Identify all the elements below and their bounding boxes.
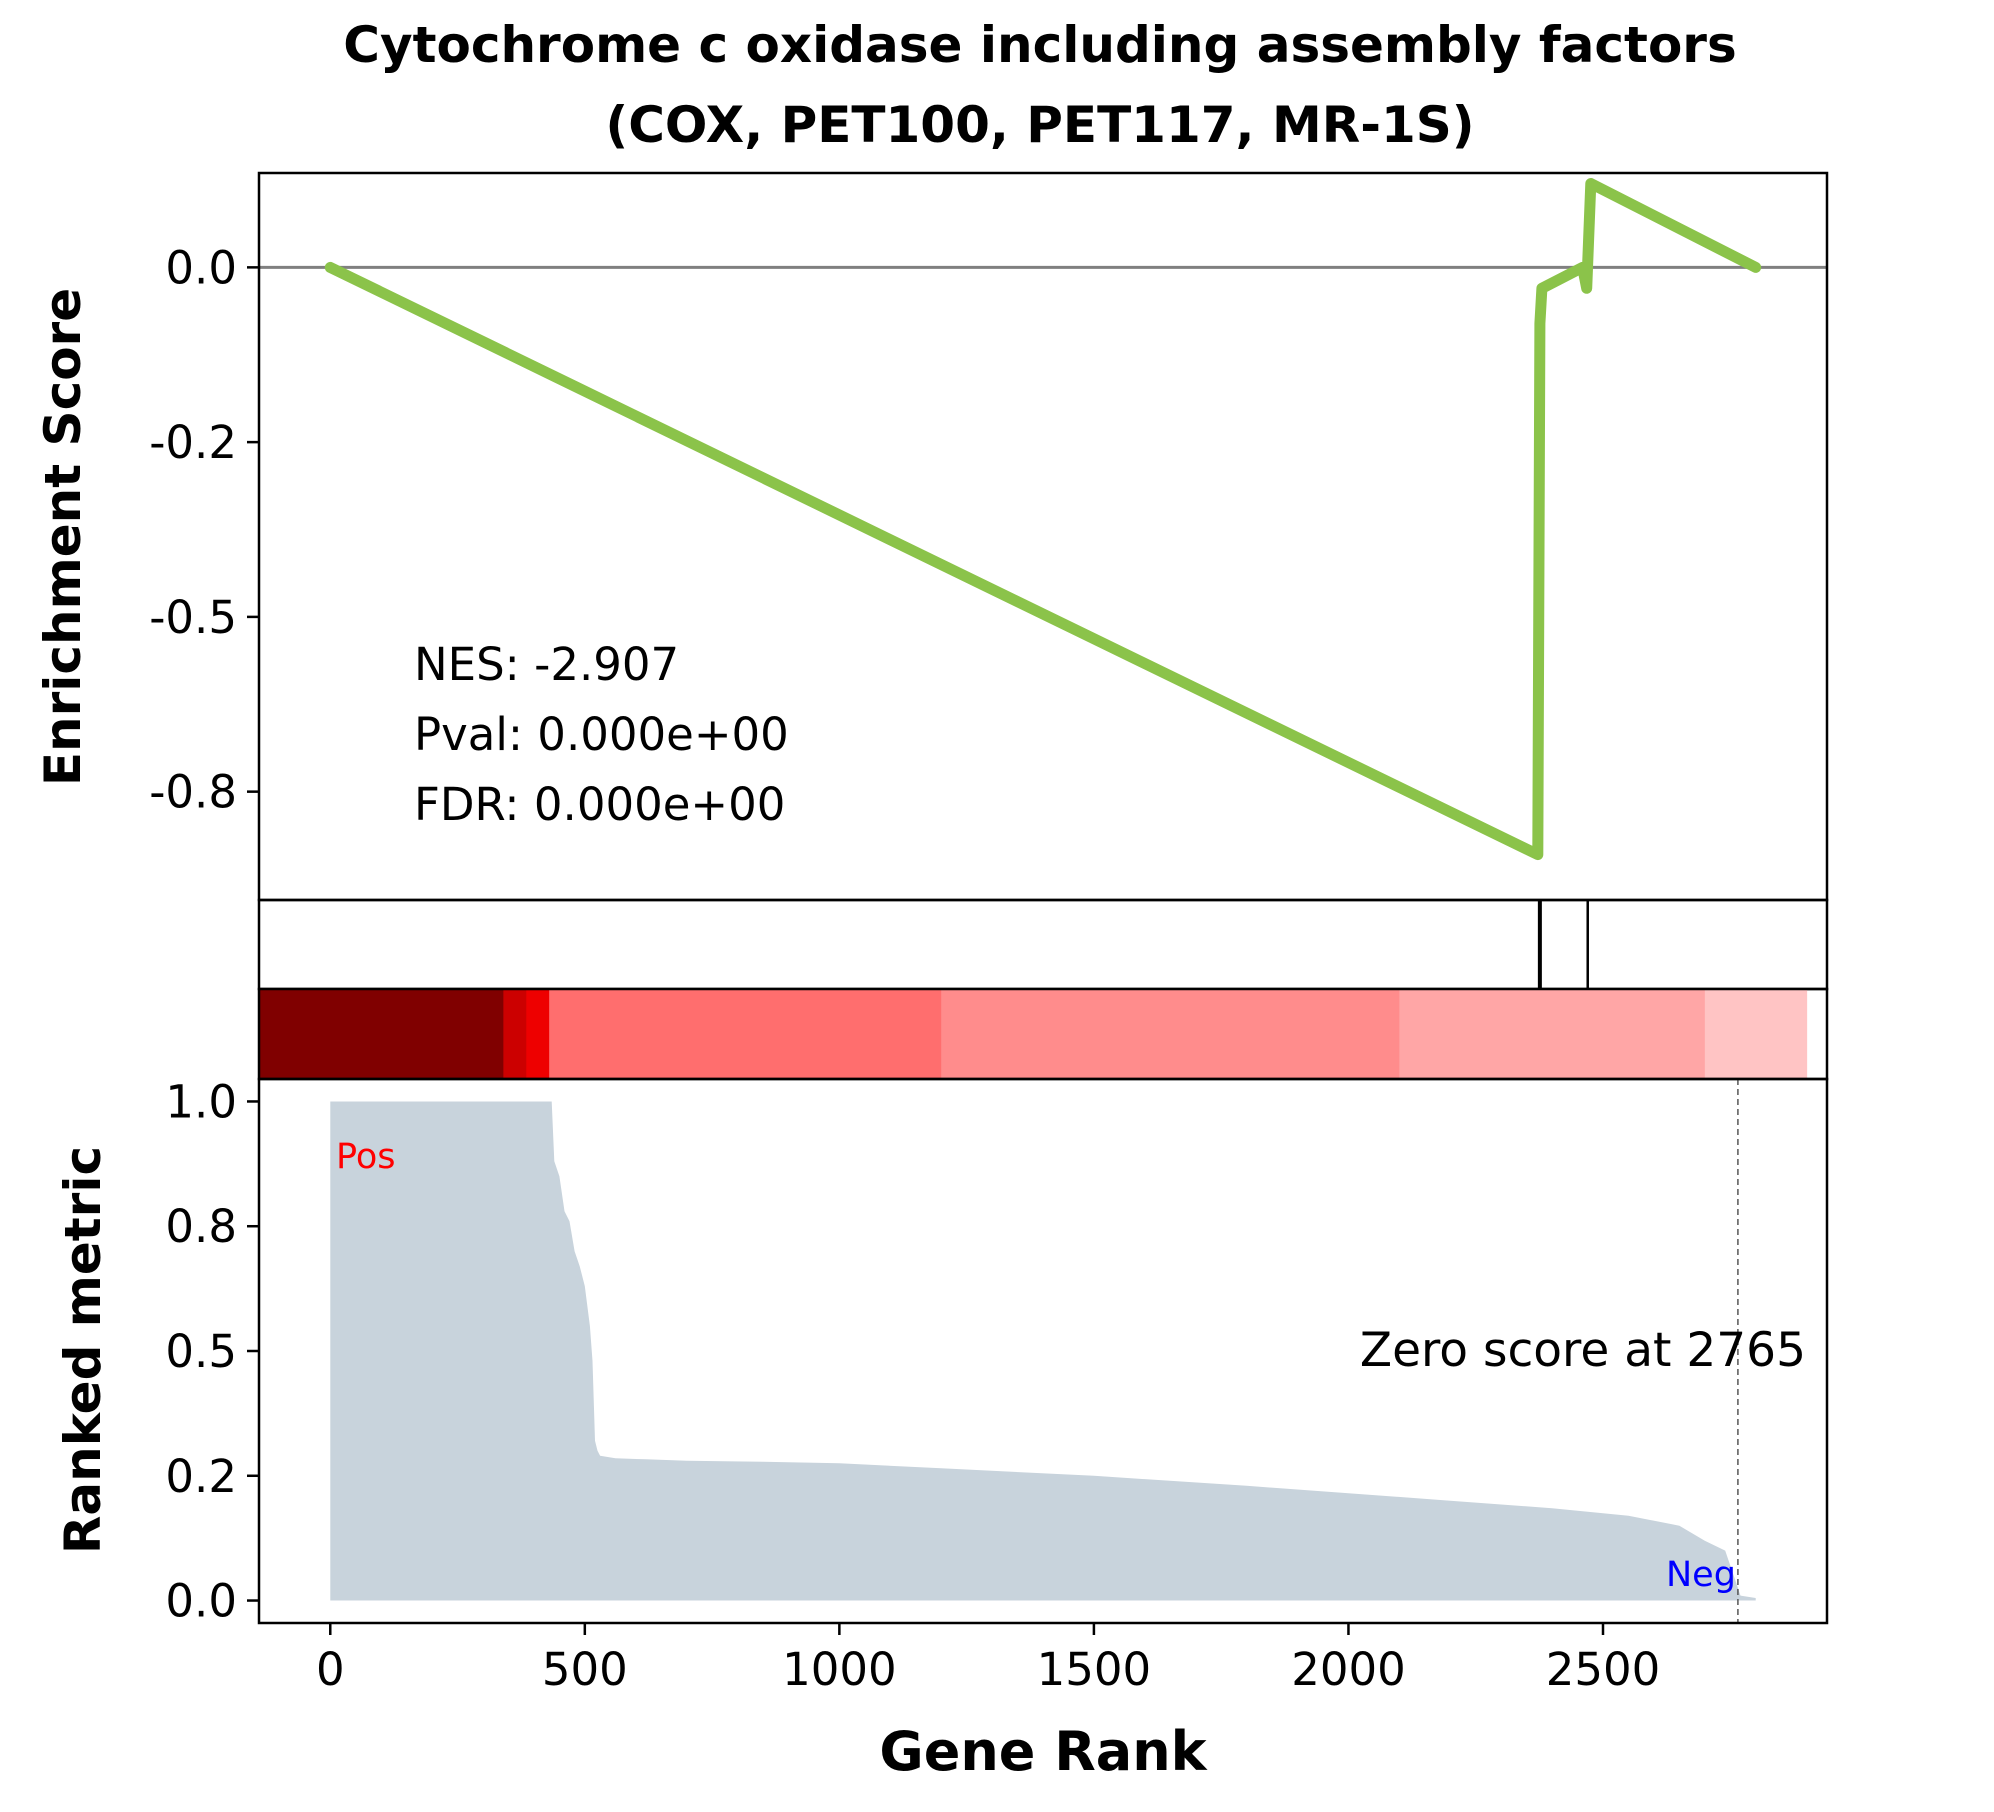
- colorbar-segment: [941, 989, 1400, 1079]
- enrichment-score-ylabel: Enrichment Score: [34, 288, 92, 786]
- es-ytick-label: -0.2: [149, 416, 237, 469]
- chart-title-line-1: Cytochrome c oxidase including assembly …: [343, 16, 1736, 74]
- ranked-metric-area: [330, 1101, 1756, 1601]
- ranked-ytick-labels: 0.0 0.2 0.5 0.8 1.0: [165, 1075, 259, 1628]
- colorbar-segment: [549, 989, 942, 1079]
- hits-panel-frame: [257, 898, 1829, 991]
- hit-lines: [1537, 900, 1589, 989]
- ranked-ytick-label: 0.2: [165, 1450, 237, 1503]
- nes-annotation: NES: -2.907: [414, 638, 679, 691]
- ranked-ytick-label: 0.5: [165, 1325, 237, 1378]
- es-ytick-label: -0.5: [149, 591, 237, 644]
- xtick-label: 0: [316, 1643, 345, 1696]
- rank-xticks: 0 500 1000 1500 2000 2500: [316, 1623, 1660, 1696]
- neg-label: Neg: [1666, 1555, 1736, 1595]
- pos-label: Pos: [336, 1137, 396, 1177]
- chart-title-line-2: (COX, PET100, PET117, MR-1S): [605, 96, 1474, 154]
- colorbar-segment: [259, 989, 504, 1079]
- colorbar-segment: [526, 989, 550, 1079]
- colorbar-segment: [1704, 989, 1808, 1079]
- enrichment-panel: 0.0 -0.2 -0.5 -0.8 NES: -2.907 Pval: 0.000e…: [149, 171, 1829, 902]
- fdr-annotation: FDR: 0.000e+00: [414, 778, 785, 831]
- xtick-label: 500: [542, 1643, 628, 1696]
- es-ytick-label: -0.8: [149, 766, 237, 819]
- enrichment-score-line: [324, 178, 1762, 861]
- pval-annotation: Pval: 0.000e+00: [414, 708, 789, 761]
- ranked-panel-frame: [257, 1077, 1829, 1625]
- colorbar-segment: [503, 989, 527, 1079]
- ranked-ytick-label: 1.0: [165, 1075, 237, 1128]
- colorbar-segment: [1399, 989, 1706, 1079]
- ranked-metric-ylabel: Ranked metric: [54, 1146, 112, 1554]
- ranked-ytick-label: 0.8: [165, 1200, 237, 1253]
- xtick-label: 2500: [1546, 1643, 1661, 1696]
- ranked-panel: 0.0 0.2 0.5 0.8 1.0 0 500 1000 1500 2000 2500 Pos…: [165, 1075, 1829, 1696]
- hits-panel: [257, 898, 1829, 991]
- zero-score-label: Zero score at 2765: [1360, 1323, 1806, 1378]
- ranked-ytick-label: 0.0: [165, 1575, 237, 1628]
- es-ytick-label: 0.0: [165, 241, 237, 294]
- xtick-label: 1500: [1037, 1643, 1152, 1696]
- gene-rank-xlabel: Gene Rank: [879, 1720, 1207, 1783]
- xtick-label: 1000: [782, 1643, 897, 1696]
- rank-colorbar: [259, 989, 1808, 1079]
- es-ytick-labels: 0.0 -0.2 -0.5 -0.8: [149, 241, 259, 819]
- xtick-label: 2000: [1291, 1643, 1406, 1696]
